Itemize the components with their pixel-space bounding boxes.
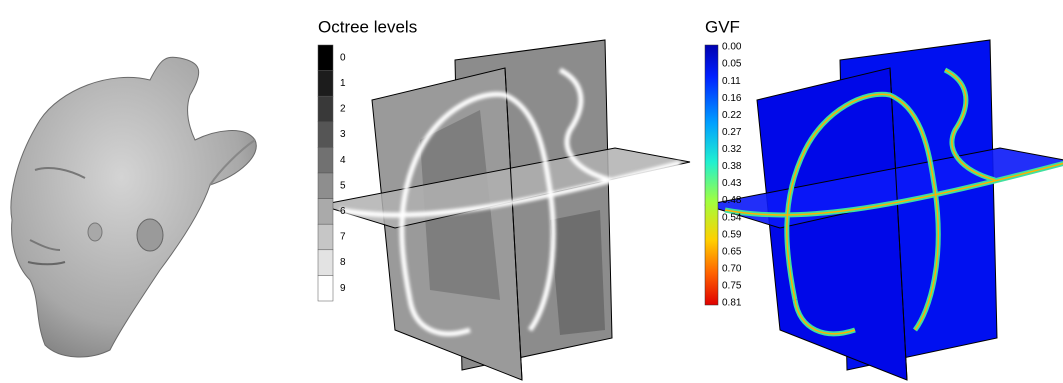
gvf-title: GVF: [705, 17, 740, 36]
gvf-slices: [704, 39, 1063, 381]
octree-swatch: [317, 70, 334, 97]
octree-title: Octree levels: [318, 17, 417, 36]
gvf-label: 0.70: [722, 264, 742, 275]
gvf-label: 0.65: [722, 246, 742, 257]
octree-swatch: [317, 147, 334, 174]
octree-swatch: [317, 198, 334, 225]
gvf-label: 0.22: [722, 110, 742, 121]
gvf-label: 0.16: [722, 93, 742, 104]
octree-level-label: 0: [340, 52, 346, 63]
octree-level-label: 4: [340, 155, 346, 166]
octree-level-label: 2: [340, 104, 346, 115]
octree-level-label: 9: [340, 283, 346, 294]
octree-level-label: 7: [340, 232, 346, 243]
gvf-label: 0.11: [722, 76, 741, 87]
octree-swatch: [317, 223, 334, 251]
octree-swatch: [317, 172, 334, 199]
gvf-label: 0.00: [722, 42, 742, 53]
octree-level-label: 8: [340, 257, 346, 268]
gvf-label: 0.75: [722, 281, 742, 292]
gvf-label: 0.81: [722, 298, 742, 309]
gvf-label: 0.32: [722, 144, 742, 155]
gvf-label: 0.05: [722, 59, 742, 70]
octree-level-label: 3: [340, 129, 346, 140]
gvf-label: 0.54: [722, 212, 742, 223]
gvf-label: 0.38: [722, 161, 742, 172]
octree-swatch: [317, 275, 334, 302]
octree-swatch: [317, 249, 334, 276]
octree-level-label: 1: [340, 78, 346, 89]
octree-slices: [319, 39, 691, 381]
octree-level-label: 6: [340, 206, 346, 217]
head-render: [10, 56, 257, 358]
gvf-label: 0.43: [722, 178, 742, 189]
octree-level-label: 5: [340, 180, 346, 191]
octree-swatch: [317, 95, 334, 123]
gvf-colorbar: [704, 44, 719, 306]
gvf-label: 0.48: [722, 195, 742, 206]
octree-swatch: [317, 44, 334, 71]
octree-swatch: [317, 121, 334, 148]
gvf-label: 0.59: [722, 229, 742, 240]
gvf-label: 0.27: [722, 127, 742, 138]
